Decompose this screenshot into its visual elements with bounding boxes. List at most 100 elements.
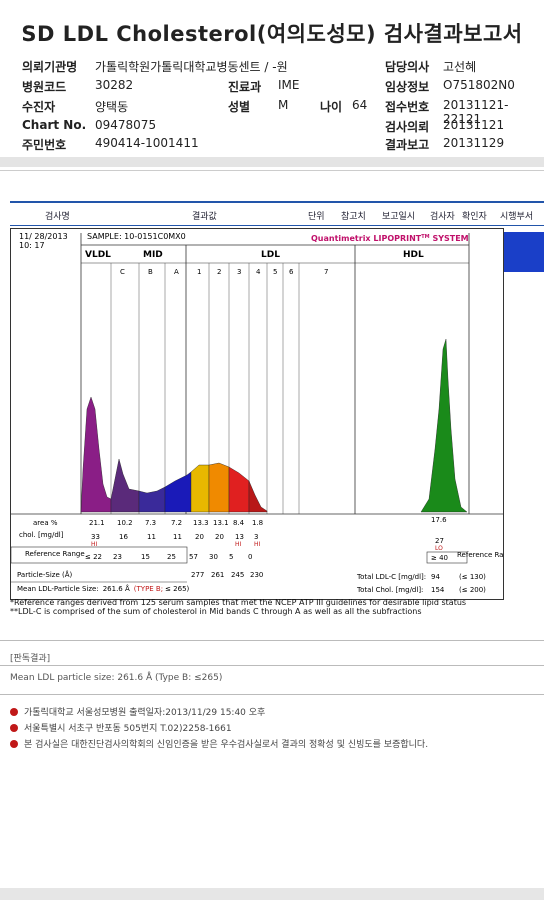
lipoprint-figure: 11/ 28/2013 10: 17 SAMPLE: 10-0151C0MX0 …	[11, 232, 503, 594]
separator-band	[0, 157, 544, 167]
doctor-value: 고선혜	[443, 60, 477, 74]
size-value: 230	[250, 571, 263, 579]
subband-mid-1: C	[120, 268, 125, 276]
ref-value: 5	[229, 553, 233, 561]
clinical-value: O751802N0	[443, 78, 515, 92]
subband-labels: C B A 1 2 3 4 5 6 7	[120, 268, 328, 276]
size-value: 245	[231, 571, 244, 579]
subband-ldl-6: 6	[289, 268, 294, 276]
dept-value: IME	[278, 78, 300, 92]
band-mid: MID	[143, 250, 163, 260]
total-ldl: 94	[431, 573, 440, 581]
size-label: Particle-Size (Å)	[17, 570, 73, 579]
area-value: 13.1	[213, 519, 229, 527]
ref-label: Reference Range	[25, 550, 85, 558]
total-ldl-ref: (≤ 130)	[459, 573, 486, 581]
chol-value: 33	[91, 533, 100, 541]
area-hdl: 17.6	[431, 516, 447, 524]
chol-value: 20	[215, 533, 224, 541]
bullet-icon	[10, 708, 18, 716]
total-chol-ref: (≤ 200)	[459, 586, 486, 594]
mid-c-peak	[110, 458, 140, 513]
mean-line: Mean LDL-Particle Size: 261.6 Å (TYPE B; ≤ …	[17, 584, 190, 593]
age-label: 나이	[320, 100, 343, 114]
subband-mid-2: B	[148, 268, 153, 276]
area-value: 7.2	[171, 519, 182, 527]
note-hospital: 가톨릭대학교 서울성모병원 출력일자:2013/11/29 15:40 오후	[10, 705, 265, 718]
ref-side-label: Reference Range	[457, 551, 503, 559]
separator-line	[0, 170, 544, 171]
lipoprint-report: 11/ 28/2013 10: 17 SAMPLE: 10-0151C0MX0 …	[10, 228, 504, 600]
ref-hdl: ≥ 40	[431, 554, 448, 562]
col-result: 결과값	[192, 212, 217, 222]
subband-ldl-7: 7	[324, 268, 328, 276]
area-value: 13.3	[193, 519, 209, 527]
note-accreditation: 본 검사실은 대한진단검사의학회의 신임인증을 받은 우수검사실로서 결과의 정…	[10, 737, 428, 750]
mid-b-peak	[138, 486, 166, 513]
ref-value: 15	[141, 553, 150, 561]
bottom-band	[0, 888, 544, 900]
area-label: area %	[33, 519, 58, 527]
sample-id: SAMPLE: 10-0151C0MX0	[87, 232, 186, 241]
report-time: 10: 17	[19, 241, 45, 250]
note-address: 서울특별시 서초구 반포동 505번지 T.02)2258-1661	[10, 721, 232, 734]
interp-bottom-rule	[0, 694, 544, 695]
col-confirmer: 확인자	[462, 212, 487, 222]
total-ldl-label: Total LDL-C [mg/dl]:	[356, 573, 426, 581]
chart-label: Chart No.	[22, 118, 87, 132]
report-date-label: 결과보고	[385, 138, 430, 152]
clinical-label: 임상정보	[385, 80, 430, 94]
size-value: 277	[191, 571, 204, 579]
chol-hdl-flag: LO	[435, 545, 443, 552]
subband-ldl-1: 1	[197, 268, 201, 276]
chol-value: 11	[173, 533, 182, 541]
sex-label: 성별	[228, 100, 251, 114]
brand-name: Quantimetrix LIPOPRINTTM SYSTEM	[311, 234, 469, 243]
bullet-icon	[10, 740, 18, 748]
age-value: 64	[352, 98, 368, 112]
col-department: 시행부서	[500, 212, 534, 222]
org-value: 가톨릭학원가톨릭대학교병동센트 / -원	[95, 60, 288, 74]
chol-flag: HI	[91, 541, 98, 548]
area-value: 21.1	[89, 519, 105, 527]
ldl3-peak	[228, 466, 250, 513]
ref-value: 23	[113, 553, 122, 561]
chol-hdl: 27	[435, 537, 444, 545]
vldl-peak	[80, 396, 112, 513]
mid-a-peak	[164, 471, 192, 513]
band-ldl: LDL	[261, 250, 280, 260]
ref-value: ≤ 22	[85, 553, 102, 561]
blue-block	[504, 232, 544, 272]
col-report-time: 보고일시	[382, 212, 416, 222]
area-value: 10.2	[117, 519, 133, 527]
col-reference: 참고치	[341, 212, 366, 222]
interp-top-rule	[0, 640, 544, 641]
ldl4-peak	[248, 480, 268, 513]
col-tester: 검사자	[430, 212, 455, 222]
subband-ldl-2: 2	[217, 268, 221, 276]
size-value: 261	[211, 571, 224, 579]
chol-value: 13	[235, 533, 244, 541]
chol-value: 20	[195, 533, 204, 541]
footnote-2: **LDL-C is comprised of the sum of chole…	[10, 607, 422, 616]
chol-value: 16	[119, 533, 128, 541]
ref-hdl-box	[426, 551, 468, 564]
area-value: 1.8	[252, 519, 263, 527]
id-label: 주민번호	[22, 138, 67, 152]
chol-value: 3	[254, 533, 258, 541]
patient-value: 양택동	[95, 100, 129, 114]
doctor-label: 담당의사	[385, 60, 430, 74]
report-date: 11/ 28/2013	[19, 232, 68, 241]
receipt-label: 접수번호	[385, 100, 430, 114]
request-label: 검사의뢰	[385, 120, 430, 134]
ldl1-peak	[190, 464, 210, 513]
table-values: 21.1 10.2 7.3 7.2 13.3 13.1 8.4 1.8 33 16 11 11 20 20…	[85, 519, 263, 579]
total-chol: 154	[431, 586, 445, 594]
patient-label: 수진자	[22, 100, 56, 114]
band-hdl: HDL	[403, 250, 424, 260]
ref-value: 25	[167, 553, 176, 561]
interpretation-text: Mean LDL particle size: 261.6 Å (Type B:…	[10, 673, 223, 683]
request-value: 20131121	[443, 118, 505, 132]
chol-value: 11	[147, 533, 156, 541]
chol-flag: HI	[254, 541, 261, 548]
